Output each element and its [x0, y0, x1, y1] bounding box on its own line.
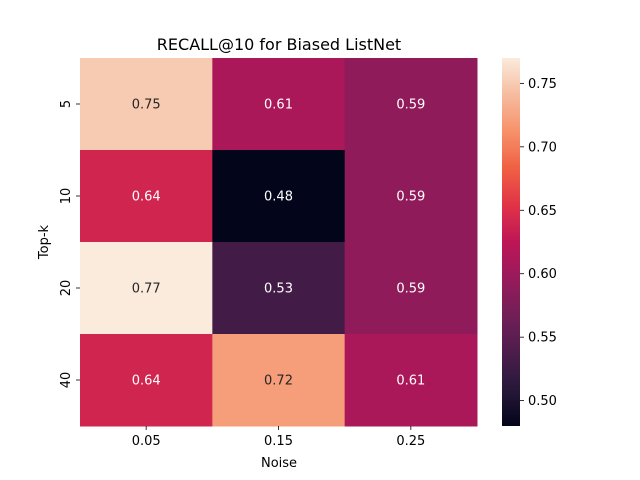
cell-value-label: 0.59 [396, 98, 425, 113]
colorbar-tick-label: 0.65 [528, 204, 557, 219]
y-tick-label: 5 [59, 100, 74, 108]
heatmap-cell [344, 334, 478, 427]
chart-title: RECALL@10 for Biased ListNet [157, 35, 401, 54]
heatmap-cells: 0.75 0.61 0.59 0.64 0.48 0.59 0.77 0.53 0.59 0.64… [80, 58, 478, 427]
y-axis: 5 10 20 40 [59, 100, 80, 388]
colorbar-tick-label: 0.55 [528, 331, 557, 346]
cell-value-label: 0.64 [132, 190, 161, 205]
heatmap-cell [344, 150, 478, 243]
colorbar-tick-label: 0.75 [528, 77, 557, 92]
x-tick-label: 0.05 [132, 434, 161, 449]
heatmap-cell [80, 58, 213, 151]
x-axis-label: Noise [261, 456, 297, 471]
cell-value-label: 0.72 [264, 374, 293, 389]
colorbar [502, 58, 520, 426]
heatmap-cell [212, 58, 346, 151]
cell-value-label: 0.61 [396, 374, 425, 389]
cell-value-label: 0.59 [396, 190, 425, 205]
colorbar-tick-label: 0.50 [528, 394, 557, 409]
y-tick-label: 20 [59, 280, 74, 297]
cell-value-label: 0.48 [264, 190, 293, 205]
heatmap-cell [80, 150, 213, 243]
heatmap-cell [80, 334, 213, 427]
cell-value-label: 0.77 [132, 282, 161, 297]
cell-value-label: 0.61 [264, 98, 293, 113]
heatmap-cell [344, 58, 478, 151]
x-tick-label: 0.15 [264, 434, 293, 449]
heatmap-cell [212, 150, 346, 243]
colorbar-tick-label: 0.70 [528, 140, 557, 155]
cell-value-label: 0.59 [396, 282, 425, 297]
y-tick-label: 10 [59, 188, 74, 205]
x-axis: 0.05 0.15 0.25 [132, 426, 425, 449]
y-tick-label: 40 [59, 372, 74, 389]
x-tick-label: 0.25 [396, 434, 425, 449]
heatmap-cell [212, 242, 346, 335]
heatmap-cell [212, 334, 346, 427]
colorbar-tick-label: 0.60 [528, 267, 557, 282]
heatmap-cell [344, 242, 478, 335]
colorbar-ticks: 0.50 0.55 0.60 0.65 0.70 0.75 [520, 77, 557, 409]
heatmap-cell [80, 242, 213, 335]
y-axis-label: Top-k [37, 224, 52, 260]
cell-value-label: 0.75 [132, 98, 161, 113]
cell-value-label: 0.53 [264, 282, 293, 297]
cell-value-label: 0.64 [132, 374, 161, 389]
